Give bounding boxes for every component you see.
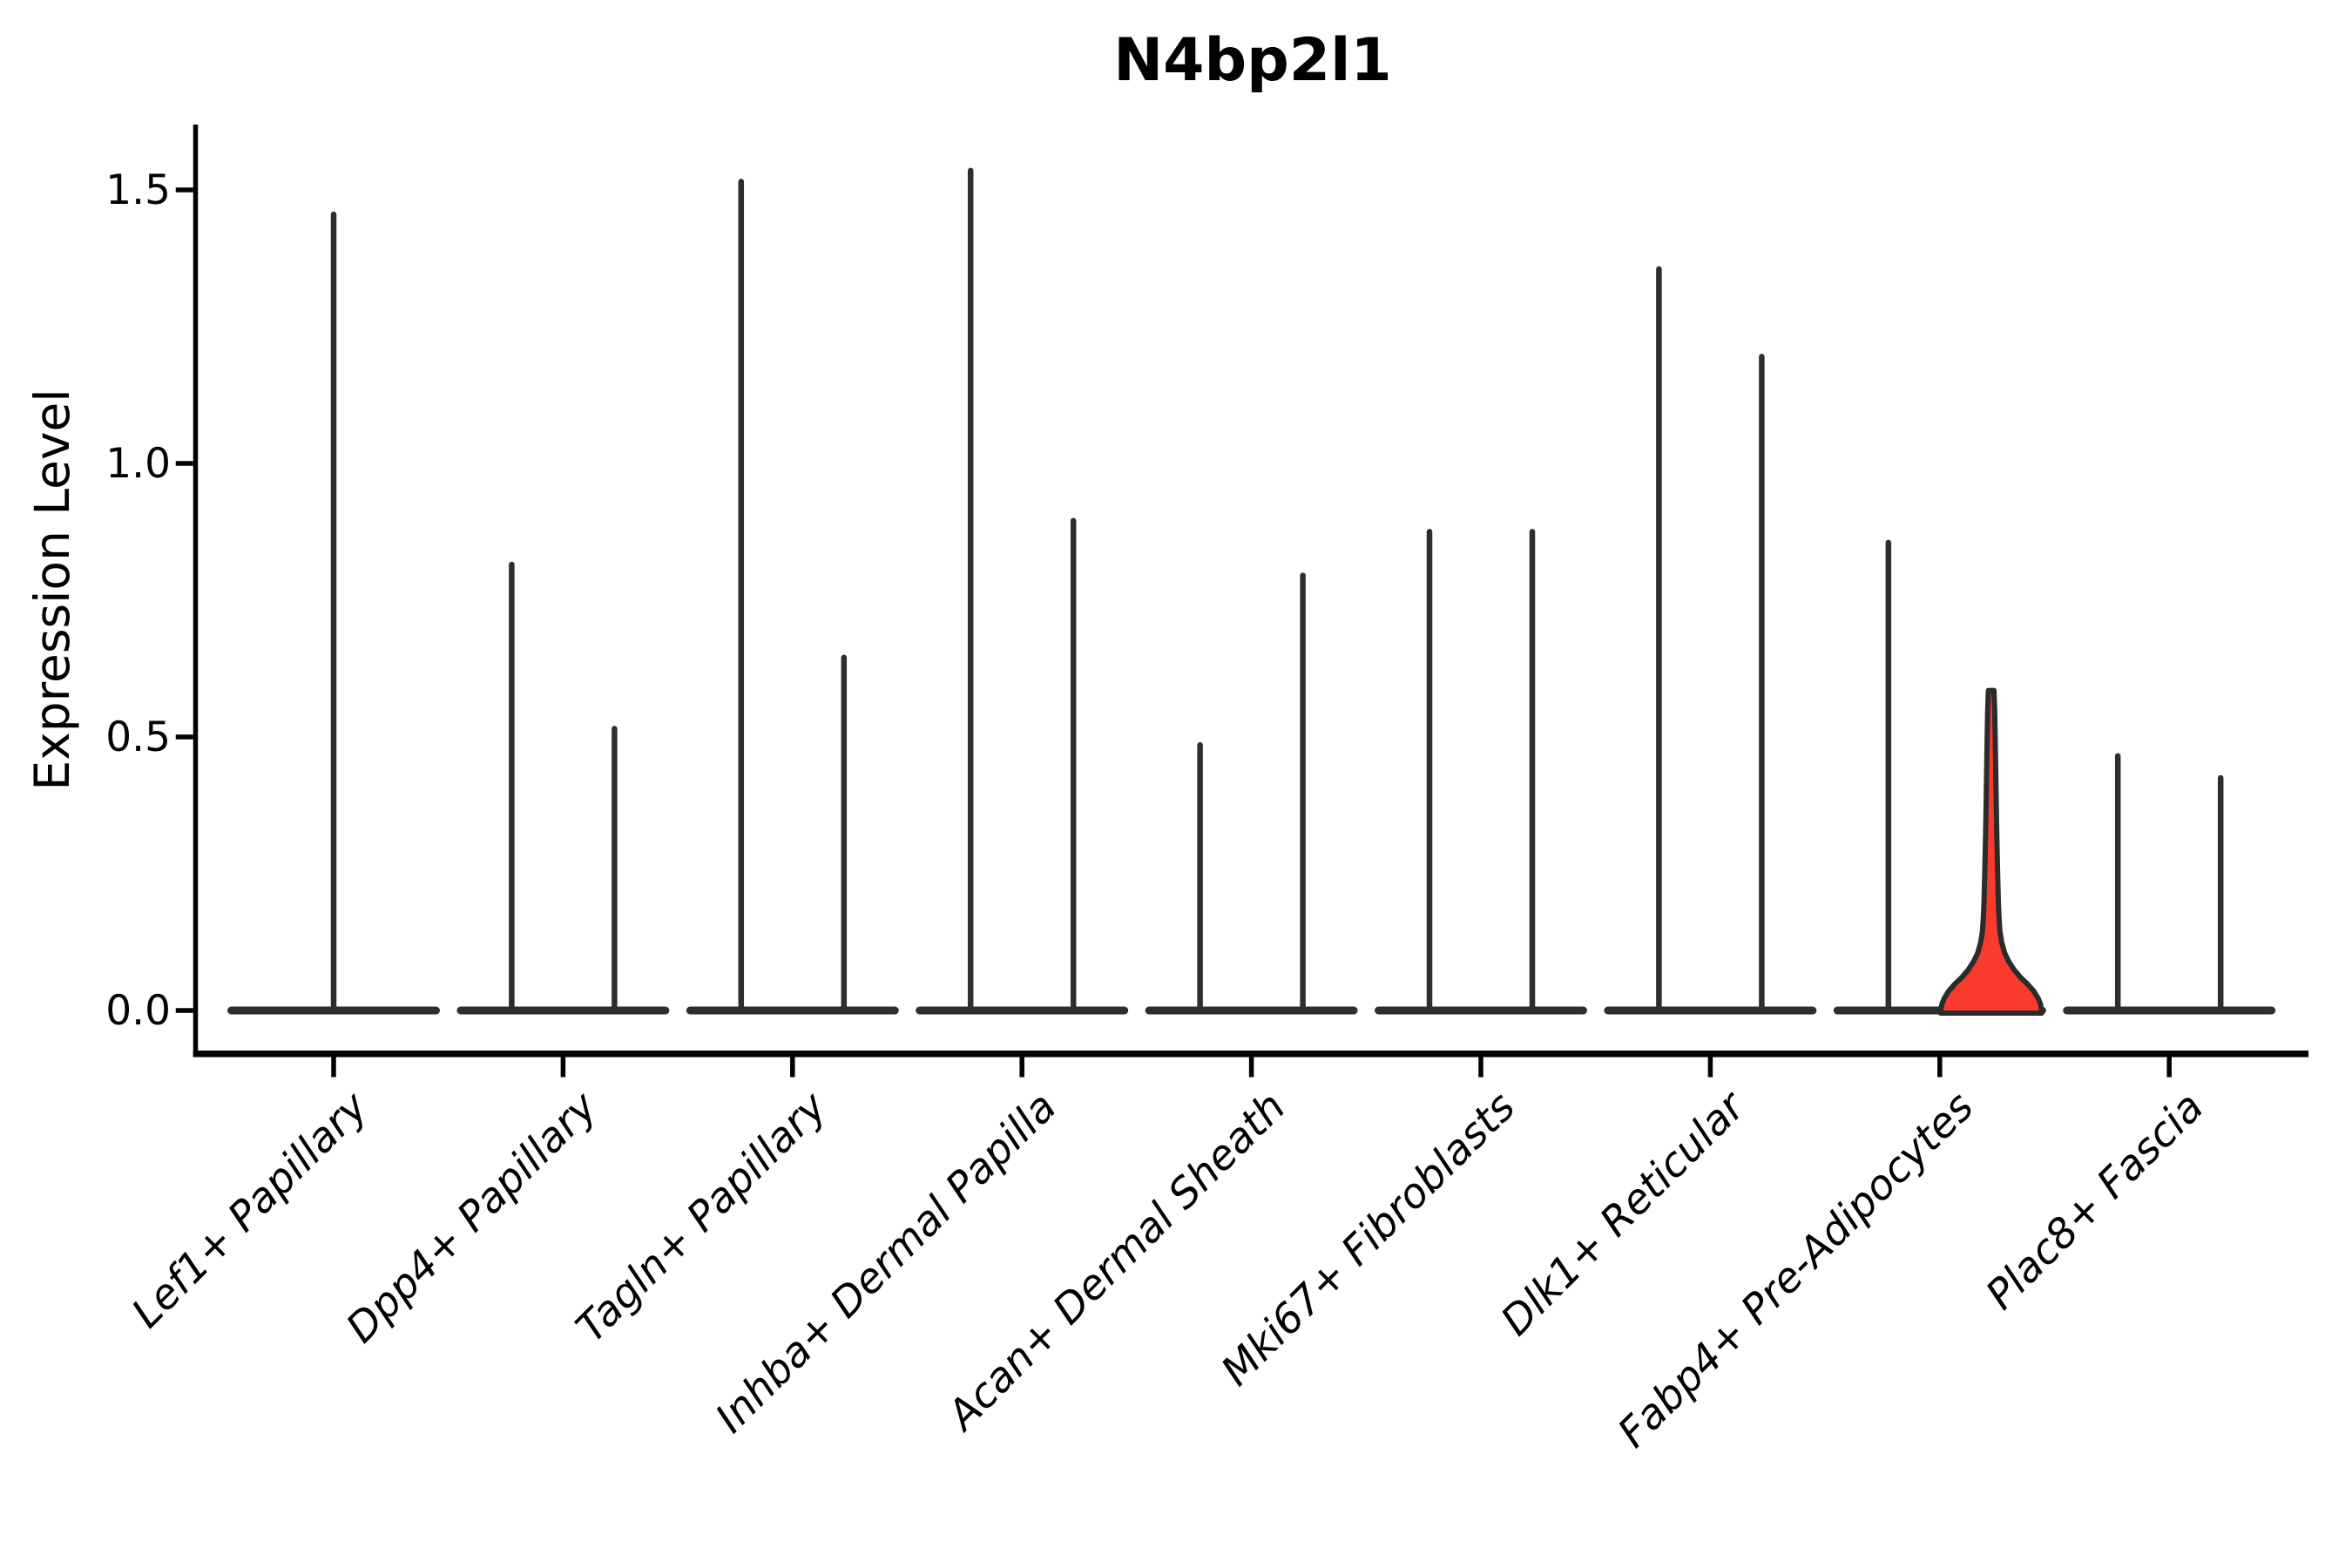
x-tick [2166, 1057, 2172, 1078]
violin-base [2063, 1006, 2276, 1015]
y-axis-spine [193, 125, 199, 1058]
y-tick-label: 0.5 [105, 713, 171, 761]
y-tick [175, 461, 193, 466]
violin-base [916, 1006, 1129, 1015]
page-title: N4bp2l1 [1113, 26, 1392, 95]
x-tick [1019, 1057, 1024, 1078]
violin-base [686, 1006, 899, 1015]
x-axis-spine [193, 1051, 2308, 1058]
y-tick [175, 187, 193, 193]
y-tick [175, 734, 193, 740]
y-tick [175, 1008, 193, 1013]
y-tick-label: 0.0 [105, 986, 171, 1035]
x-tick [560, 1057, 566, 1078]
x-tick [1707, 1057, 1713, 1078]
highlighted-violin [1937, 687, 2044, 1016]
y-axis-title: Expression Level [24, 389, 80, 791]
y-tick-label: 1.0 [105, 439, 171, 488]
y-tick-label: 1.5 [105, 166, 171, 214]
x-tick [331, 1057, 336, 1078]
x-tick [790, 1057, 795, 1078]
x-tick [1248, 1057, 1254, 1078]
violin-base [456, 1006, 670, 1015]
x-tick [1478, 1057, 1484, 1078]
violin-base [1375, 1006, 1587, 1015]
x-tick [1937, 1057, 1943, 1078]
violin-base [1145, 1006, 1358, 1015]
violin-base [1604, 1006, 1817, 1015]
